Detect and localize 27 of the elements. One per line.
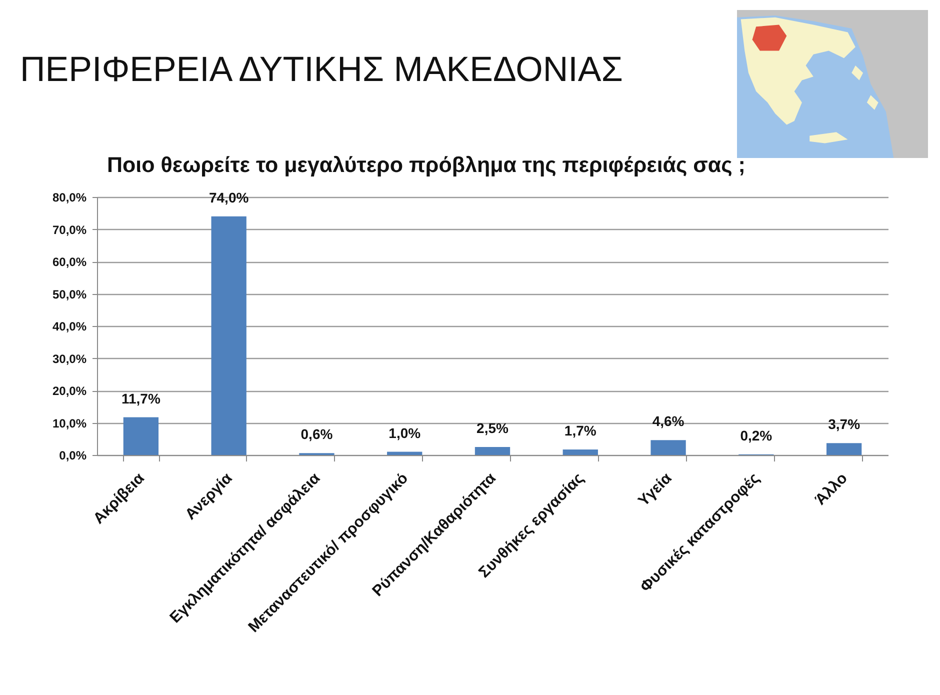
bar — [562, 450, 598, 455]
bar — [650, 440, 686, 455]
data-label: 1,7% — [564, 422, 597, 439]
data-label: 3,7% — [828, 416, 861, 432]
chart-title: ΠΕΡΙΦΕΡΕΙΑ ΔΥΤΙΚΗΣ ΜΑΚΕΔΟΝΙΑΣ — [20, 50, 623, 90]
data-label: 11,7% — [121, 390, 161, 406]
bar — [387, 452, 422, 455]
y-tick-label: 20,0% — [52, 384, 87, 398]
y-tick-label: 60,0% — [52, 255, 87, 269]
data-label: 74,0% — [208, 189, 250, 206]
y-tick-label: 0,0% — [59, 448, 87, 462]
data-label: 0,6% — [300, 426, 334, 442]
y-tick-label: 50,0% — [52, 287, 87, 302]
y-tick-label: 70,0% — [52, 222, 87, 237]
y-tick-label: 40,0% — [52, 320, 87, 334]
data-label: 2,5% — [476, 420, 509, 436]
data-label: 4,6% — [652, 413, 685, 430]
y-tick-label: 10,0% — [52, 416, 87, 430]
y-tick-label: 80,0% — [52, 190, 87, 204]
bar — [826, 443, 862, 455]
bar — [474, 446, 510, 455]
data-label: 1,0% — [388, 424, 422, 441]
bar — [211, 216, 246, 455]
chart-subtitle: Ποιο θεωρείτε το μεγαλύτερο πρόβλημα της περιφέρειάς σας ; — [107, 152, 746, 178]
bar — [123, 417, 159, 455]
y-tick-label: 30,0% — [52, 352, 87, 366]
data-label: 0,2% — [740, 427, 773, 444]
